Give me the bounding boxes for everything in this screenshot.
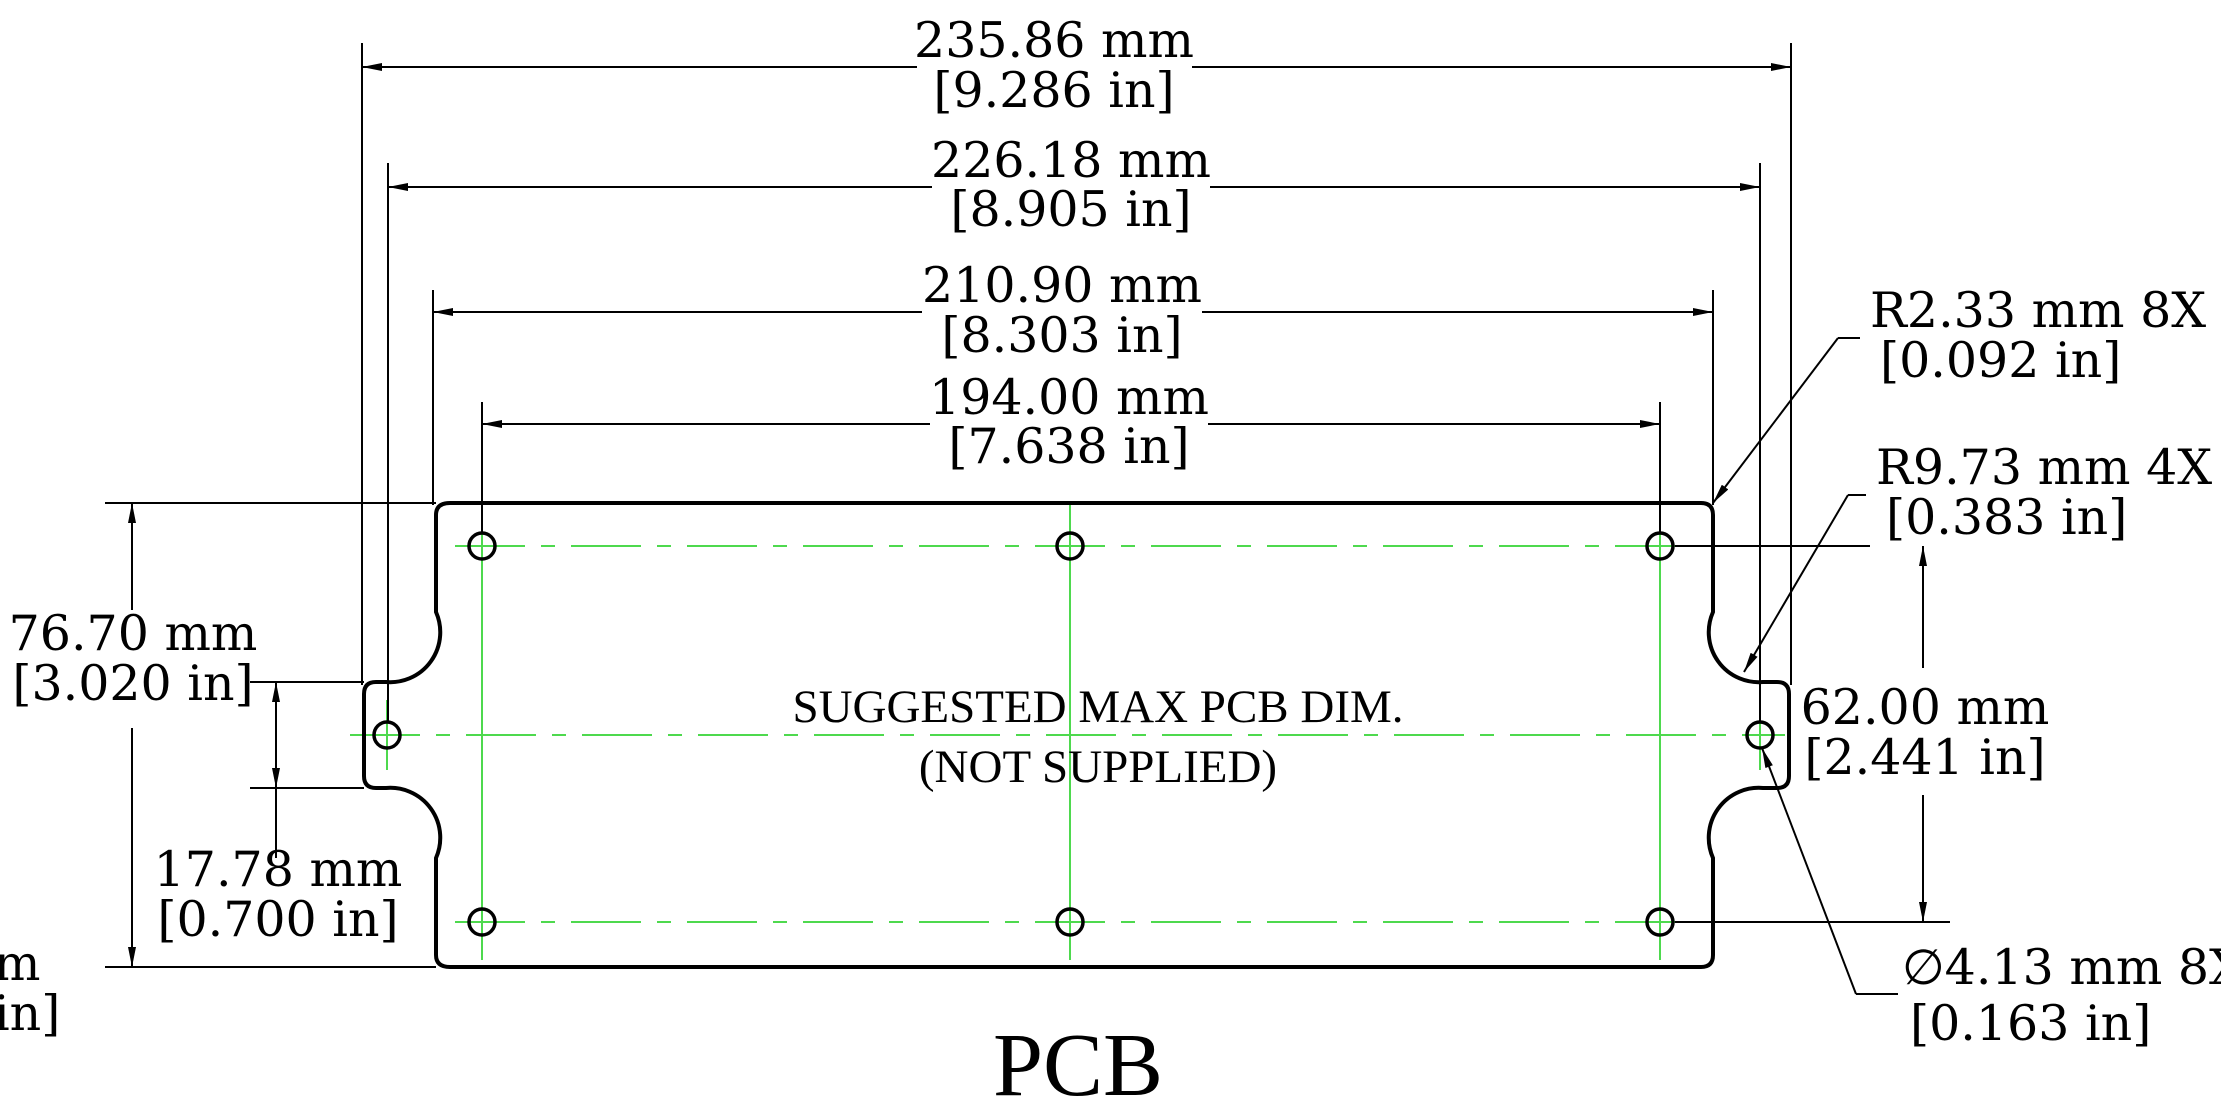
leader-lines — [1712, 337, 1898, 995]
hole-spacing-mm: 62.00 mm — [1801, 679, 2050, 736]
note-line-2: (NOT SUPPLIED) — [919, 741, 1277, 793]
centerlines — [350, 505, 1785, 960]
corner-radius-mm: R2.33 mm 8X — [1870, 282, 2206, 339]
vertical-dimensions — [128, 503, 1927, 967]
hole-span-mm: 194.00 mm — [929, 369, 1209, 426]
note-line-1: SUGGESTED MAX PCB DIM. — [792, 681, 1403, 733]
hole-diameter-in: [0.163 in] — [1910, 995, 2151, 1052]
clipped-dimension-in: in] — [0, 985, 60, 1042]
notch-radius-mm: R9.73 mm 4X — [1876, 439, 2212, 496]
drawing-title: PCB — [993, 1016, 1163, 1099]
hole-span-in: [7.638 in] — [948, 418, 1189, 475]
width-overall-mm: 235.86 mm — [914, 12, 1194, 69]
tab-height-in: [0.700 in] — [157, 891, 398, 948]
height-mm: 76.70 mm — [9, 605, 258, 662]
width-board-mm: 210.90 mm — [922, 257, 1202, 314]
notch-radius-in: [0.383 in] — [1886, 489, 2127, 546]
width-tabs-mm: 226.18 mm — [931, 132, 1211, 189]
width-overall-in: [9.286 in] — [933, 62, 1174, 119]
mounting-holes — [372, 531, 1775, 937]
clipped-dimension-mm: m — [0, 935, 40, 992]
hole-spacing-in: [2.441 in] — [1804, 729, 2045, 786]
height-in: [3.020 in] — [12, 655, 253, 712]
corner-radius-in: [0.092 in] — [1880, 332, 2121, 389]
pcb-outline — [362, 501, 1791, 969]
tab-height-mm: 17.78 mm — [154, 841, 403, 898]
width-board-in: [8.303 in] — [941, 307, 1182, 364]
horizontal-dimensions — [362, 63, 1791, 428]
width-tabs-in: [8.905 in] — [950, 181, 1191, 238]
hole-diameter-mm: ∅4.13 mm 8X — [1902, 939, 2221, 996]
